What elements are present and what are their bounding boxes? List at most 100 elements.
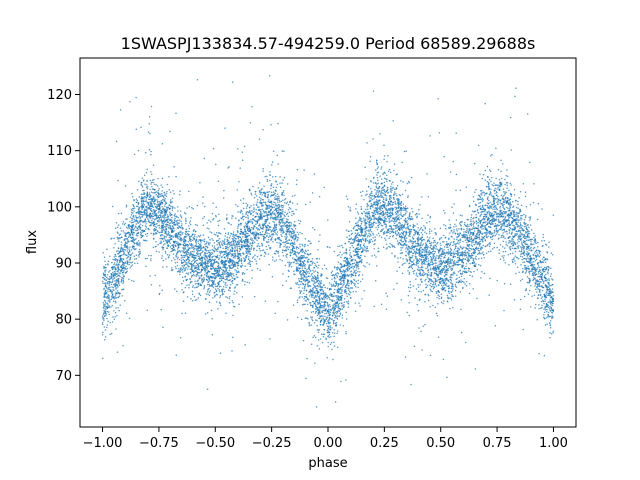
data-point bbox=[204, 313, 207, 315]
data-point bbox=[269, 338, 271, 340]
data-point bbox=[528, 258, 530, 260]
data-point bbox=[298, 252, 301, 254]
data-point bbox=[332, 295, 335, 297]
data-point bbox=[522, 261, 524, 264]
data-point bbox=[282, 179, 284, 181]
data-point bbox=[239, 247, 241, 250]
data-point bbox=[151, 200, 154, 202]
data-point bbox=[423, 260, 425, 262]
data-point bbox=[463, 223, 466, 226]
data-point bbox=[117, 224, 120, 226]
data-point bbox=[411, 244, 414, 247]
data-point bbox=[480, 224, 483, 226]
data-point bbox=[549, 324, 552, 326]
data-point bbox=[189, 271, 192, 274]
data-point bbox=[315, 292, 317, 295]
data-point bbox=[233, 293, 235, 295]
data-point bbox=[267, 253, 270, 255]
data-point bbox=[375, 198, 378, 201]
data-point bbox=[236, 271, 238, 274]
data-point bbox=[489, 277, 491, 280]
data-point bbox=[274, 175, 277, 178]
data-point bbox=[398, 216, 400, 218]
data-point bbox=[248, 256, 250, 258]
data-point bbox=[101, 321, 104, 324]
data-point bbox=[390, 197, 393, 199]
data-point bbox=[526, 255, 529, 257]
data-point bbox=[433, 252, 436, 255]
data-point bbox=[341, 244, 343, 247]
data-point bbox=[290, 231, 292, 233]
data-point bbox=[482, 251, 484, 254]
data-point bbox=[394, 206, 396, 209]
data-point bbox=[126, 257, 128, 259]
data-point bbox=[377, 196, 380, 198]
data-point bbox=[114, 257, 117, 260]
data-point bbox=[437, 284, 440, 286]
data-point bbox=[140, 126, 142, 129]
data-point bbox=[134, 220, 136, 223]
data-point bbox=[196, 262, 198, 264]
data-point bbox=[435, 270, 438, 273]
data-point bbox=[298, 297, 300, 299]
data-point bbox=[307, 270, 309, 273]
data-point bbox=[450, 269, 453, 272]
data-point bbox=[240, 237, 243, 240]
data-point bbox=[438, 261, 440, 263]
data-point bbox=[116, 231, 119, 233]
data-point bbox=[449, 260, 452, 263]
data-point bbox=[398, 209, 401, 212]
data-point bbox=[406, 311, 408, 314]
data-point bbox=[282, 210, 284, 213]
data-point bbox=[550, 295, 553, 298]
data-point bbox=[261, 230, 264, 233]
data-point bbox=[256, 199, 259, 201]
data-point bbox=[162, 240, 165, 242]
data-point bbox=[363, 221, 366, 223]
data-point bbox=[310, 264, 312, 266]
data-point bbox=[388, 168, 391, 171]
data-point bbox=[206, 227, 208, 229]
data-point bbox=[503, 212, 506, 215]
data-point bbox=[464, 258, 467, 260]
data-point bbox=[532, 201, 535, 204]
data-point bbox=[391, 230, 393, 232]
data-point bbox=[206, 268, 209, 270]
data-point bbox=[400, 209, 402, 212]
data-point bbox=[163, 216, 166, 218]
data-point bbox=[310, 343, 313, 345]
data-point bbox=[329, 343, 332, 346]
data-point bbox=[426, 222, 428, 224]
data-point bbox=[420, 226, 423, 229]
data-point bbox=[106, 326, 108, 329]
data-point bbox=[164, 194, 166, 196]
data-point bbox=[315, 277, 317, 279]
data-point bbox=[549, 275, 552, 277]
data-point bbox=[446, 294, 449, 297]
data-point bbox=[497, 195, 499, 198]
data-point bbox=[421, 234, 424, 236]
data-point bbox=[473, 270, 475, 273]
data-point bbox=[371, 194, 374, 197]
data-point bbox=[347, 306, 350, 308]
data-point bbox=[195, 257, 197, 259]
data-point bbox=[162, 222, 165, 225]
data-point bbox=[461, 214, 463, 217]
data-point bbox=[187, 262, 189, 264]
data-point bbox=[537, 265, 540, 267]
data-point bbox=[468, 225, 470, 227]
data-point bbox=[382, 192, 384, 194]
data-point bbox=[430, 241, 433, 244]
data-point bbox=[328, 282, 331, 284]
data-point bbox=[205, 279, 208, 281]
data-point bbox=[314, 319, 317, 321]
data-point bbox=[447, 296, 449, 298]
data-point bbox=[158, 214, 161, 216]
data-point bbox=[253, 210, 255, 212]
data-point bbox=[389, 246, 391, 248]
data-point bbox=[370, 217, 373, 219]
data-point bbox=[296, 301, 299, 304]
data-point bbox=[172, 244, 175, 246]
data-point bbox=[479, 198, 481, 201]
data-point bbox=[355, 224, 358, 226]
